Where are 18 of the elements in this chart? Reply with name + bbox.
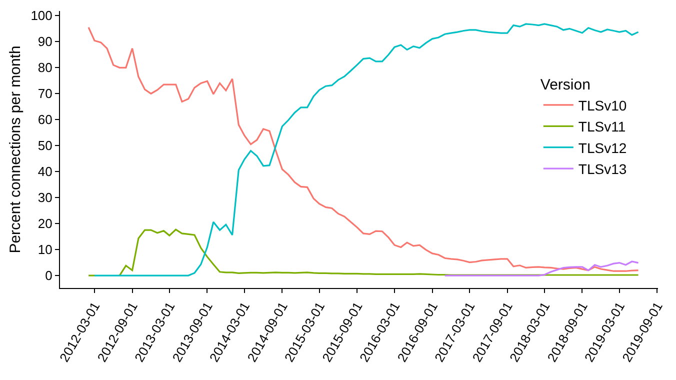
legend-label: TLSv12 — [578, 140, 627, 156]
legend-label: TLSv11 — [578, 118, 626, 135]
y-tick-label: 20 — [38, 216, 52, 232]
legend-label: TLSv10 — [578, 97, 627, 114]
y-tick-label: 50 — [38, 138, 52, 154]
legend-title: Version — [540, 76, 590, 94]
y-tick-label: 60 — [38, 112, 52, 128]
y-tick-label: 80 — [38, 60, 52, 76]
y-tick-label: 70 — [38, 86, 52, 102]
legend-label: TLSv13 — [578, 161, 627, 177]
y-tick-label: 40 — [38, 164, 52, 180]
y-axis-title: Percent connections per month — [6, 46, 24, 254]
y-tick-label: 100 — [30, 8, 52, 24]
y-tick-label: 30 — [38, 190, 52, 206]
y-tick-label: 90 — [38, 34, 52, 50]
y-tick-label: 0 — [45, 268, 52, 284]
y-tick-label: 10 — [38, 242, 52, 258]
line-series — [444, 260, 640, 276]
